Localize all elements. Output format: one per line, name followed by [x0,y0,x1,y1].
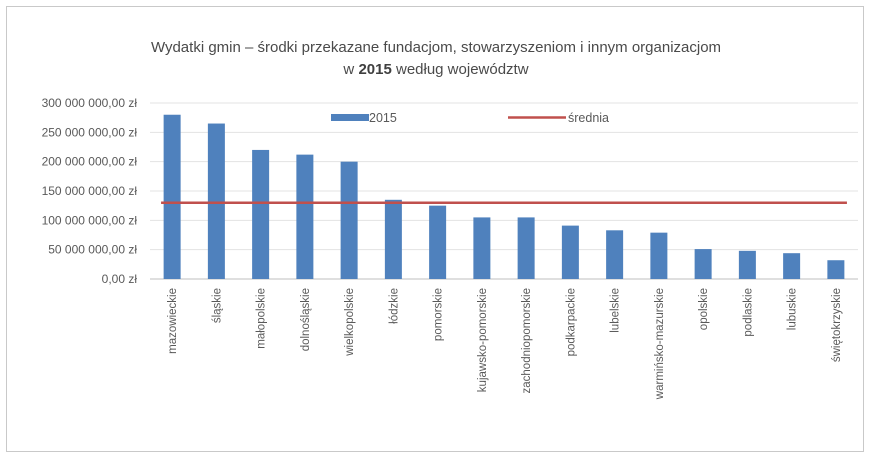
x-category-label: opolskie [698,288,710,330]
chart-title-line1: Wydatki gmin – środki przekazane fundacj… [150,39,722,56]
x-category-label: podlaskie [742,288,754,337]
bar [517,217,535,279]
x-category-label: mazowieckie [167,288,179,354]
y-tick-label: 300 000 000,00 zł [42,96,138,110]
chart-title-year: 2015 [358,61,392,78]
bar [163,114,181,279]
y-tick-label: 150 000 000,00 zł [42,184,138,198]
bar [473,217,491,279]
bar [384,199,402,279]
x-category-label: lubuskie [787,288,799,330]
bar [783,253,801,279]
legend-label-line: średnia [568,111,609,125]
x-category-label: lubelskie [610,288,622,333]
x-category-label: kujawsko-pomorskie [477,288,489,392]
y-tick-label: 100 000 000,00 zł [42,213,138,227]
chart-title-suffix: według województw [395,61,529,78]
bar [650,232,668,279]
x-category-label: śląskie [211,288,223,323]
bar [207,123,225,280]
chart-title: Wydatki gmin – środki przekazane fundacj… [7,37,865,81]
bar [694,249,712,279]
bar-layer [163,114,845,280]
bar [429,205,447,279]
legend-layer: 2015 średnia [331,111,609,125]
bar [738,250,756,279]
x-category-label: warmińsko-mazurskie [654,288,666,400]
y-tick-label: 0,00 zł [102,272,138,286]
x-category-label: małopolskie [256,288,268,349]
bar [827,260,845,279]
x-category-label: dolnośląskie [300,288,312,351]
x-category-label: pomorskie [433,288,445,341]
x-category-label: świętokrzyskie [831,288,843,362]
chart-title-line2: w 2015 według województw [7,59,865,81]
x-category-label: wielkopolskie [344,288,356,357]
bar [340,161,358,279]
bar [252,149,270,279]
x-category-label: łódzkie [388,288,400,324]
label-layer: 0,00 zł 50 000 000,00 zł 100 000 000,00 zł… [42,96,843,400]
bar [561,225,579,279]
legend-label-bar: 2015 [369,111,397,125]
chart-title-prefix: w [343,61,355,78]
bar [606,230,624,279]
y-tick-label: 250 000 000,00 zł [42,125,138,139]
y-tick-label: 50 000 000,00 zł [48,243,137,257]
y-tick-label: 200 000 000,00 zł [42,155,138,169]
bar [296,154,314,279]
legend-swatch-bar [331,114,369,121]
x-category-label: zachodniopomorskie [521,288,533,393]
x-category-label: podkarpackie [565,288,577,356]
